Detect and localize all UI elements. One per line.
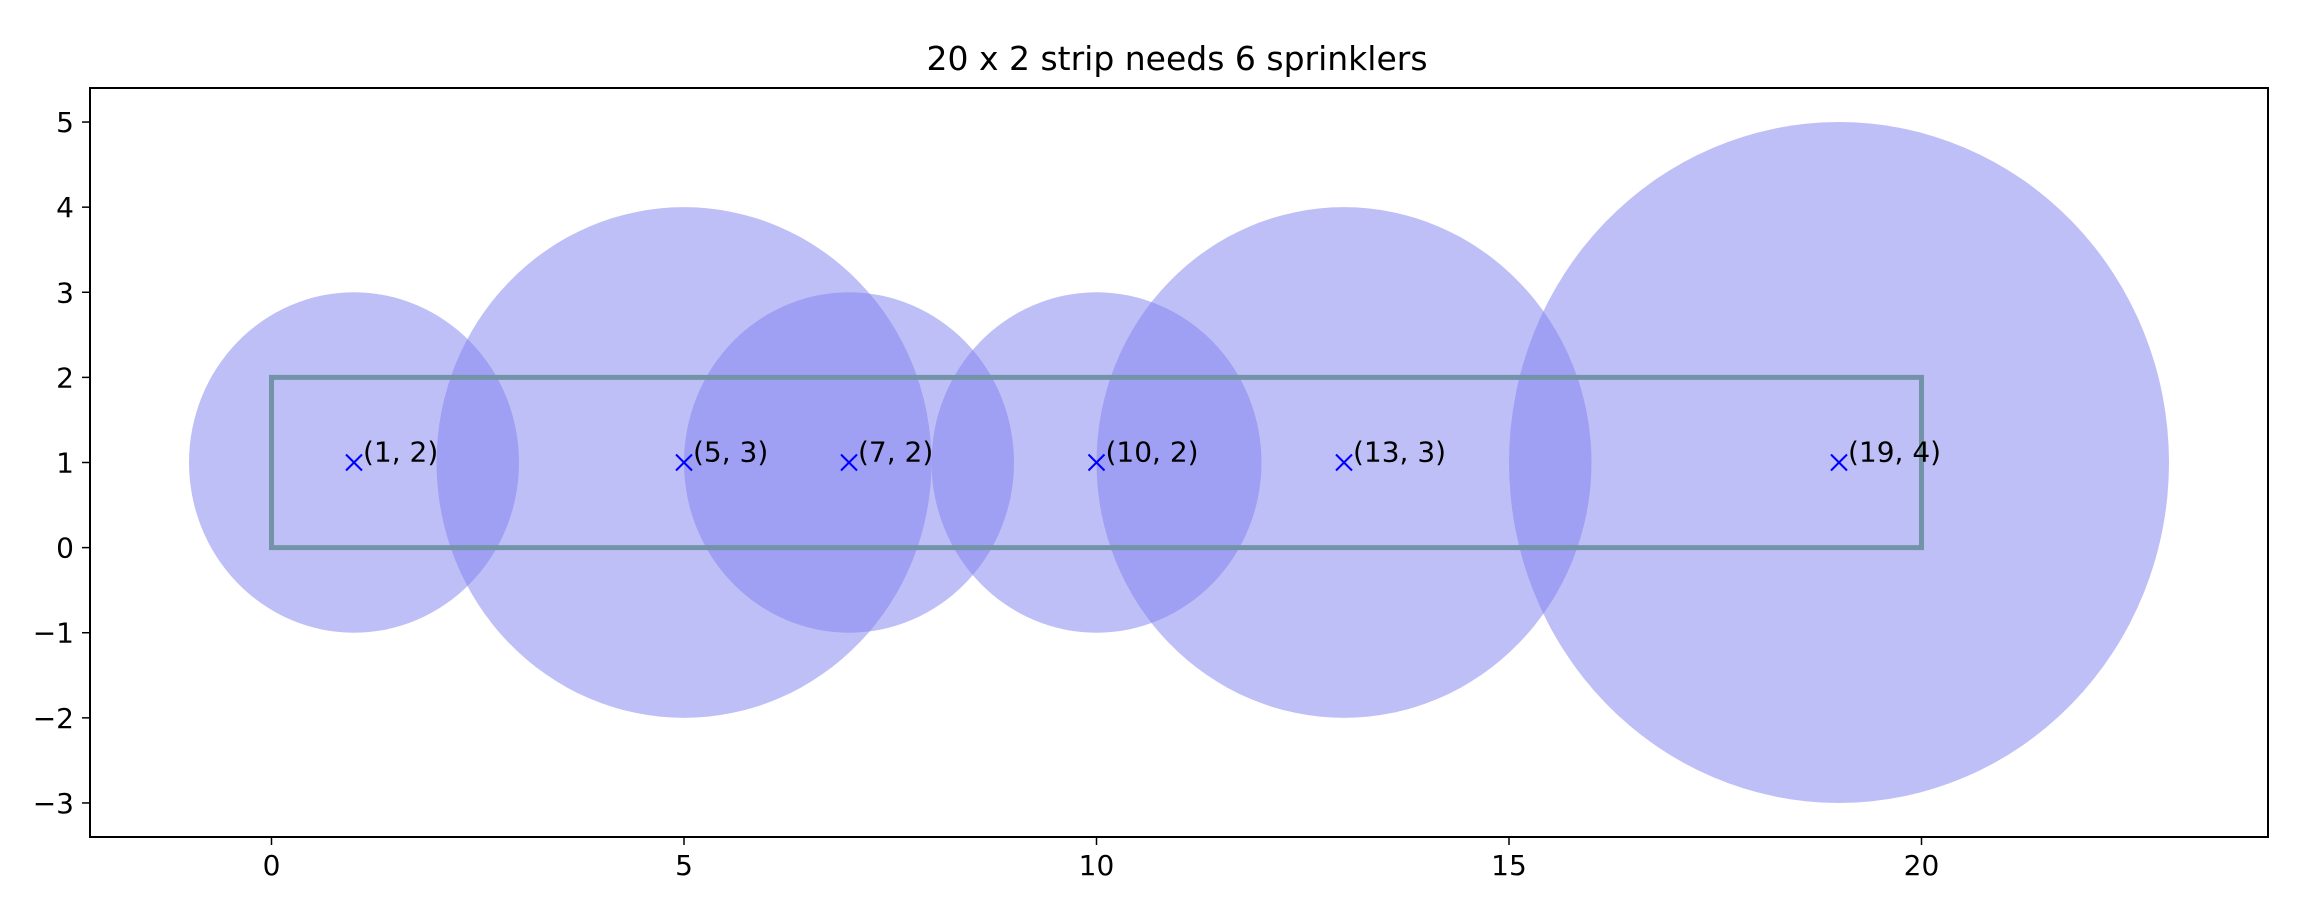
x-tick-label: 20 <box>1904 849 1940 882</box>
sprinkler-label-5: (13, 3) <box>1353 436 1446 469</box>
sprinkler-label-2: (5, 3) <box>693 436 768 469</box>
sprinkler-label-1: (1, 2) <box>363 436 438 469</box>
sprinkler-label-3: (7, 2) <box>858 436 933 469</box>
y-tick-label: 4 <box>56 191 74 224</box>
sprinkler-label-4: (10, 2) <box>1106 436 1199 469</box>
sprinkler-label-6: (19, 4) <box>1848 436 1941 469</box>
marker-stroke <box>840 453 858 472</box>
marker-stroke <box>1335 453 1353 472</box>
sprinkler-marker-5 <box>1335 453 1353 472</box>
x-tick-label: 5 <box>675 849 693 882</box>
strip-outline <box>269 374 1924 551</box>
x-tick-label: 10 <box>1079 849 1115 882</box>
sprinkler-marker-4 <box>1087 453 1106 472</box>
sprinkler-marker-6 <box>1830 453 1848 472</box>
y-tick-label: 1 <box>56 447 74 480</box>
y-tick-label: −2 <box>33 702 74 735</box>
y-tick-label: −3 <box>33 787 74 820</box>
x-tick-label: 0 <box>263 849 281 882</box>
x-tick-label: 15 <box>1491 849 1527 882</box>
plot-clip-group <box>189 122 2169 803</box>
axes: 0 5 10 15 20 −3 −2 −1 0 1 2 3 4 5 <box>33 106 1940 882</box>
chart-title: 20 x 2 strip needs 6 sprinklers <box>926 39 1427 78</box>
y-tick-label: 5 <box>56 106 74 139</box>
marker-stroke <box>345 453 363 472</box>
sprinkler-marker-1 <box>345 453 363 472</box>
y-tick-label: 0 <box>56 532 74 565</box>
y-tick-label: −1 <box>33 617 74 650</box>
marker-stroke <box>1087 453 1106 472</box>
y-tick-label: 3 <box>56 276 74 309</box>
sprinkler-marker-3 <box>840 453 858 472</box>
plot-area: (1, 2) (5, 3) (7, 2) (10, 2) (13, 3) (19, 4) <box>189 122 2169 803</box>
y-tick-label: 2 <box>56 361 74 394</box>
marker-stroke <box>675 453 693 472</box>
sprinkler-marker-2 <box>675 453 693 472</box>
marker-stroke <box>1830 453 1848 472</box>
